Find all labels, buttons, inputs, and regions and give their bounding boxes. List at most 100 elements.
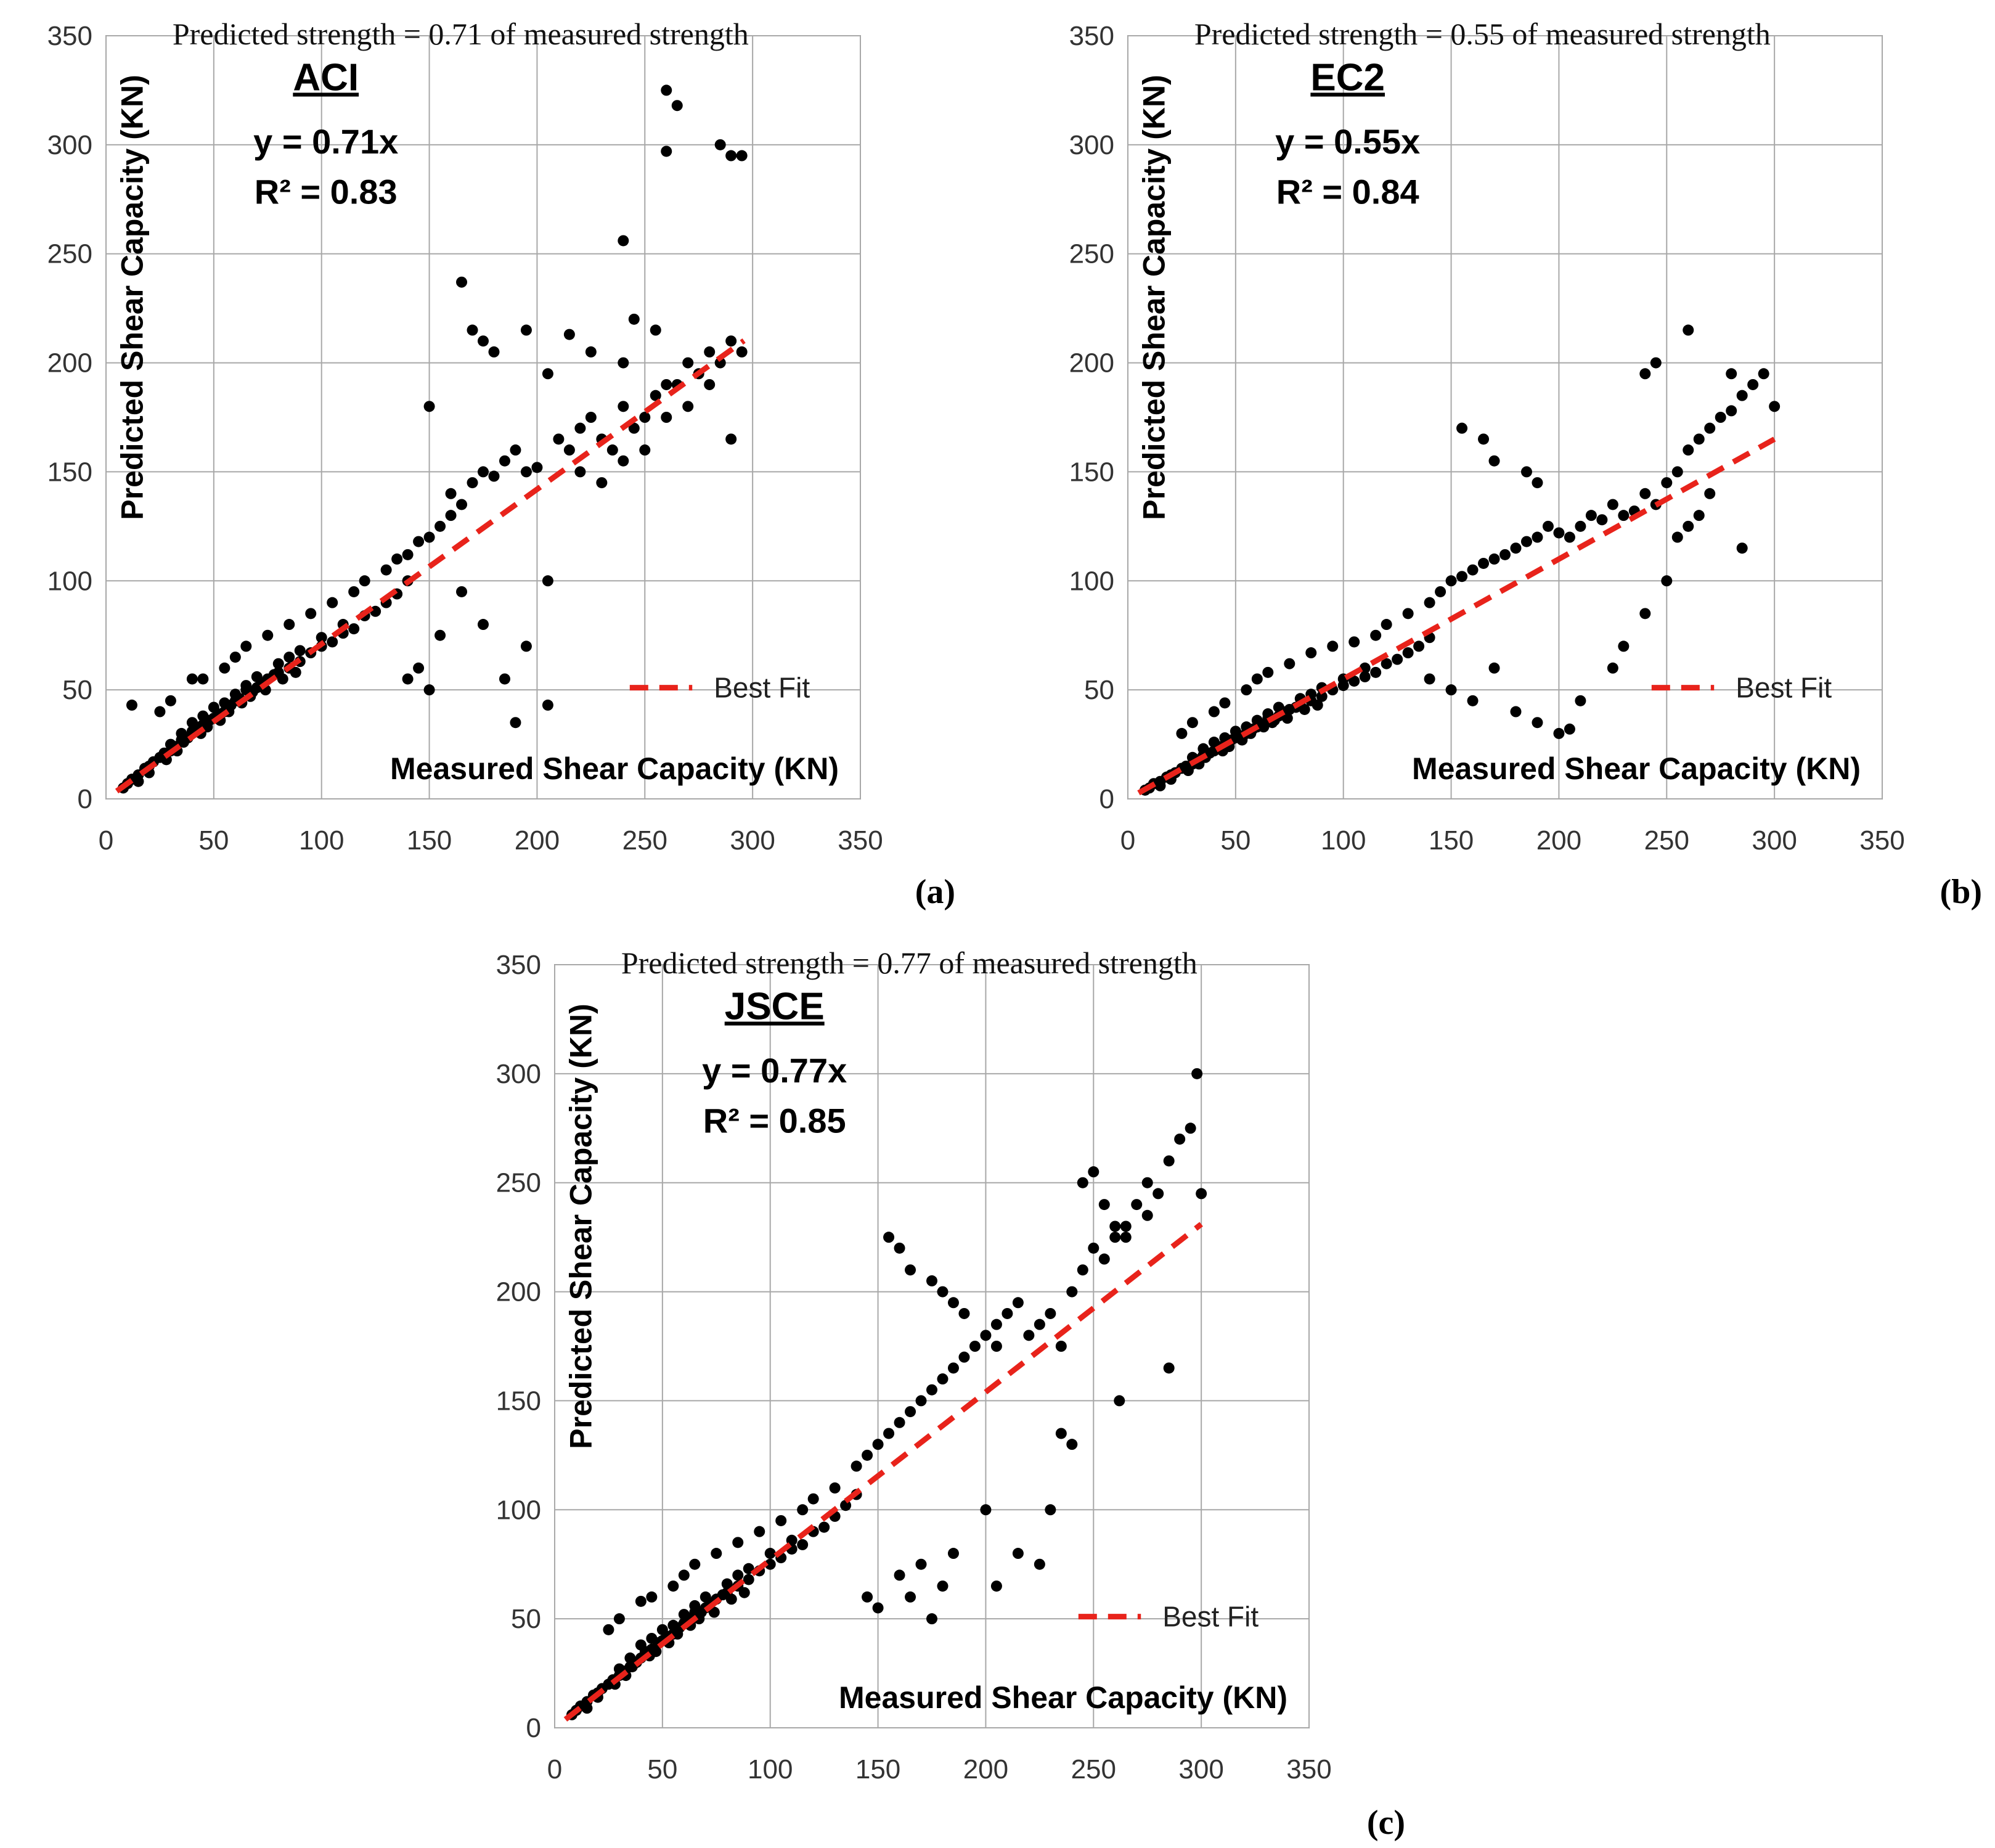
y-axis-title: Predicted Shear Capacity (KN) — [1136, 75, 1171, 520]
data-point — [1251, 673, 1263, 685]
data-point — [553, 433, 565, 445]
data-point — [423, 684, 435, 696]
data-point — [445, 510, 457, 521]
x-tick-label: 300 — [1178, 1754, 1223, 1785]
y-tick-label: 50 — [511, 1604, 541, 1634]
data-point — [1532, 717, 1543, 729]
data-point — [348, 623, 360, 635]
data-point — [1769, 401, 1781, 412]
data-point — [926, 1384, 937, 1396]
data-point — [499, 673, 510, 685]
data-point — [1305, 647, 1317, 659]
data-point — [574, 422, 586, 434]
y-tick-label: 300 — [496, 1059, 541, 1089]
data-point — [1055, 1428, 1067, 1439]
panel-label: (c) — [1367, 1804, 1405, 1842]
data-point — [1088, 1242, 1099, 1254]
data-point — [1191, 1068, 1203, 1079]
data-point — [797, 1504, 809, 1516]
data-point — [894, 1417, 905, 1428]
data-point — [1607, 662, 1618, 674]
data-point — [1077, 1264, 1088, 1276]
data-point — [618, 455, 629, 467]
data-point — [672, 1628, 683, 1640]
data-point — [445, 488, 457, 499]
data-point — [905, 1264, 916, 1276]
data-point — [1661, 477, 1673, 489]
data-point — [829, 1482, 841, 1494]
y-tick-label: 150 — [496, 1386, 541, 1416]
chart-subtitle: Predicted strength = 0.55 of measured st… — [1194, 17, 1771, 51]
data-point — [294, 645, 306, 656]
x-tick-label: 150 — [1429, 825, 1474, 856]
data-point — [1456, 571, 1468, 583]
y-tick-label: 200 — [47, 348, 92, 378]
data-point — [990, 1319, 1002, 1330]
data-point — [1055, 1341, 1067, 1352]
regression-equation: y = 0.55x — [1275, 122, 1420, 161]
data-point — [1077, 1177, 1088, 1188]
data-point — [1120, 1220, 1132, 1232]
data-point — [1575, 520, 1586, 532]
data-point — [531, 462, 543, 473]
data-point — [1066, 1286, 1078, 1298]
data-point — [937, 1373, 949, 1385]
data-point — [1109, 1232, 1121, 1243]
data-point — [1478, 433, 1490, 445]
y-tick-label: 100 — [47, 566, 92, 596]
x-tick-label: 0 — [99, 825, 113, 856]
data-point — [1532, 531, 1543, 543]
data-point — [689, 1558, 701, 1570]
data-point — [661, 145, 672, 157]
panel-label: (b) — [1940, 873, 1982, 911]
data-point — [290, 666, 301, 678]
data-point — [1467, 695, 1479, 706]
data-point — [1299, 703, 1310, 715]
data-point — [1045, 1504, 1056, 1516]
data-point — [1467, 564, 1479, 576]
data-point — [650, 324, 661, 336]
data-point — [725, 150, 737, 161]
data-point — [736, 150, 748, 161]
data-point — [165, 695, 176, 706]
data-point — [1402, 608, 1414, 619]
data-point — [872, 1439, 884, 1450]
data-point — [1445, 684, 1457, 696]
data-point — [380, 564, 392, 576]
y-tick-label: 100 — [496, 1495, 541, 1525]
legend-label: Best Fit — [714, 672, 810, 704]
best-fit-line — [115, 338, 746, 794]
plot-area — [554, 964, 1310, 1728]
y-tick-label: 150 — [47, 457, 92, 487]
data-point — [990, 1341, 1002, 1352]
x-tick-label: 250 — [1071, 1754, 1116, 1785]
x-tick-label: 150 — [855, 1754, 900, 1785]
data-point — [1258, 721, 1270, 733]
data-point — [635, 1595, 647, 1607]
data-point — [1704, 488, 1716, 499]
data-point — [1381, 658, 1392, 669]
data-point — [1176, 727, 1188, 739]
data-point — [284, 619, 295, 631]
legend: Best Fit — [1078, 1601, 1259, 1633]
chart-panel-1: 0 50 100 150 200 250 300 350 0 50 100 150 200 250 300 3… — [47, 17, 955, 911]
data-point — [1564, 531, 1575, 543]
x-tick-label: 200 — [963, 1754, 1008, 1785]
data-point — [284, 652, 295, 663]
data-point — [1520, 466, 1532, 478]
data-point — [1564, 723, 1575, 735]
data-point — [1499, 549, 1511, 560]
x-tick-label: 0 — [1120, 825, 1135, 856]
data-point — [359, 575, 370, 587]
data-point — [678, 1569, 690, 1581]
data-point — [818, 1521, 830, 1533]
data-point — [1034, 1558, 1045, 1570]
data-point — [650, 390, 661, 401]
data-point — [1312, 699, 1323, 711]
data-point — [391, 553, 403, 565]
data-point — [667, 1580, 679, 1592]
data-point — [467, 477, 478, 489]
data-point — [585, 412, 597, 423]
x-tick-label: 350 — [1859, 825, 1904, 856]
data-point — [1639, 368, 1651, 380]
